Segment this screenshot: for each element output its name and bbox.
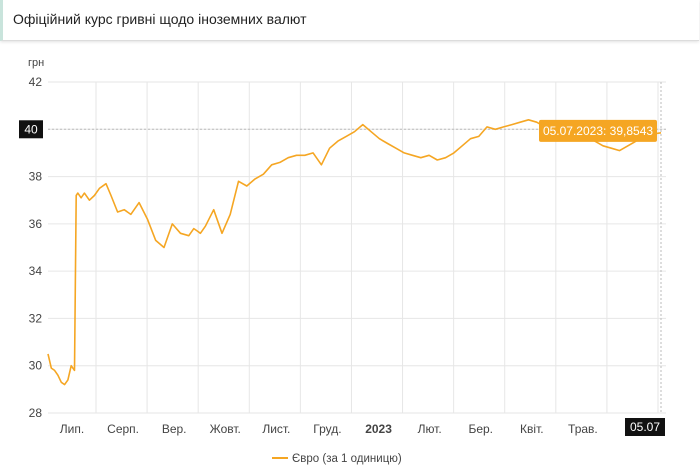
x-tick-label: Квіт. xyxy=(520,422,544,436)
y-tick-label: 34 xyxy=(29,264,43,278)
page-title: Офіційний курс гривні щодо іноземних вал… xyxy=(13,11,307,27)
y-tick-label: 32 xyxy=(29,311,43,325)
x-tick-label: Вер. xyxy=(162,422,187,436)
x-tick-label: Жовт. xyxy=(210,422,241,436)
y-value-marker: 40 xyxy=(19,120,43,139)
grid-lines xyxy=(48,81,666,414)
x-tick-label: Лют. xyxy=(418,422,442,436)
x-tick-label: Лип. xyxy=(60,422,84,436)
y-tick-label: 38 xyxy=(29,170,43,184)
x-tick-label: Груд. xyxy=(313,422,341,436)
x-tick-label: Трав. xyxy=(568,422,598,436)
y-tick-label: 42 xyxy=(29,75,43,89)
series-line-euro[interactable] xyxy=(47,119,662,386)
svg-text:05.07: 05.07 xyxy=(630,420,660,434)
page-header: Офіційний курс гривні щодо іноземних вал… xyxy=(0,0,699,41)
x-tick-label: Серп. xyxy=(107,422,139,436)
chart-legend[interactable]: Євро (за 1 одиницю) xyxy=(272,453,402,465)
y-tick-label: 36 xyxy=(29,217,43,231)
svg-text:05.07.2023: 39,8543: 05.07.2023: 39,8543 xyxy=(543,124,653,138)
legend-label-euro: Євро (за 1 одиницю) xyxy=(292,453,402,465)
x-tick-label: Бер. xyxy=(468,422,493,436)
svg-text:40: 40 xyxy=(24,122,38,136)
data-tooltip: 05.07.2023: 39,8543 xyxy=(539,119,657,142)
y-tick-label: 28 xyxy=(29,406,43,420)
x-tick-label: 2023 xyxy=(365,422,392,436)
x-tick-label: Лист. xyxy=(262,422,290,436)
y-axis-unit-label: грн xyxy=(28,57,44,69)
y-tick-label: 30 xyxy=(29,359,43,373)
x-axis: Лип. Серп. Вер. Жовт. Лист. Груд. 2023 Лют. Бер.… xyxy=(60,422,638,436)
exchange-rate-chart[interactable]: грн 2830323436384042 Лип.Серп.Вер.Жовт.Л… xyxy=(0,42,700,471)
x-value-marker: 05.07 xyxy=(625,418,665,436)
